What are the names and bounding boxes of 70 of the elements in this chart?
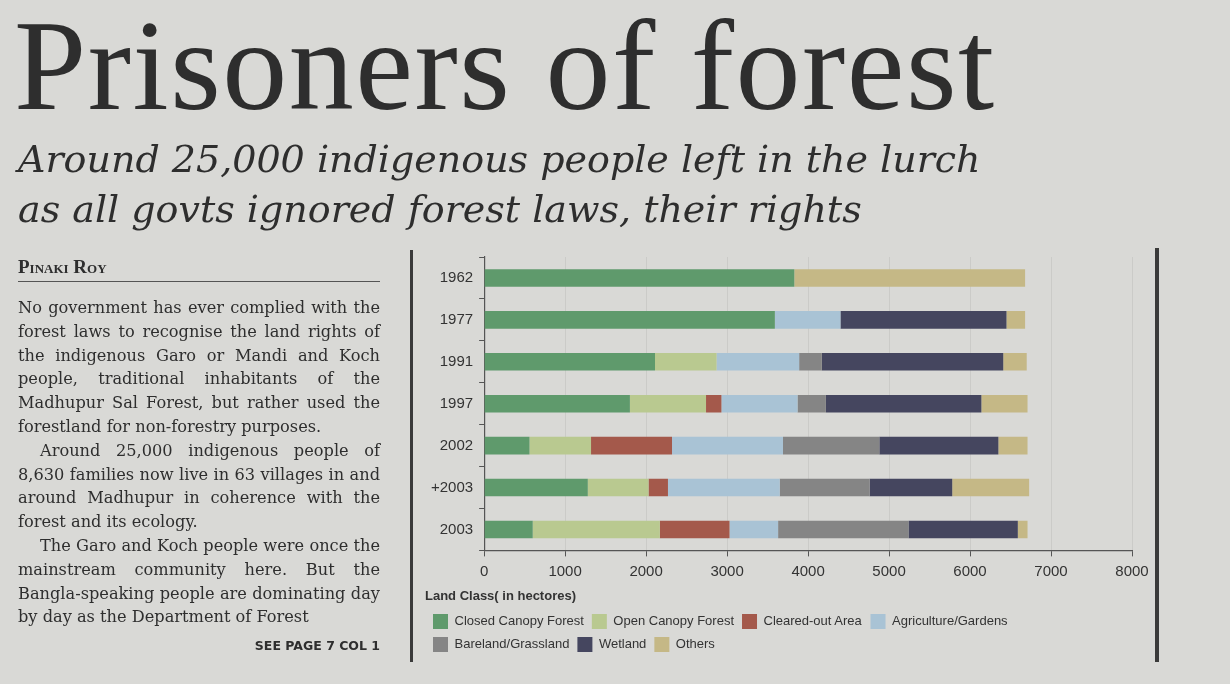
bar bbox=[879, 436, 999, 455]
bar bbox=[716, 352, 800, 371]
chart-title: Prisoners of forest bbox=[14, 0, 996, 137]
bar bbox=[484, 394, 630, 413]
y-tick-label: 2003 bbox=[439, 519, 474, 537]
y-tick-label: 1991 bbox=[439, 351, 474, 369]
y-tick-label: 2002 bbox=[439, 435, 474, 453]
bar bbox=[532, 520, 660, 539]
bar bbox=[648, 478, 668, 497]
y-tick-label: 1977 bbox=[439, 310, 474, 328]
bar bbox=[672, 436, 783, 455]
text: The Garo and Koch people were once the mainstream community here. But the Bangla-speaking people are dominating day by day as the Department of Forest bbox=[18, 534, 380, 629]
bar bbox=[629, 394, 707, 413]
bar bbox=[484, 520, 533, 539]
bar bbox=[908, 520, 1018, 539]
x-tick-label: 2000 bbox=[629, 561, 663, 579]
x-tick-label: 5000 bbox=[872, 561, 906, 579]
x-tick-label: 3000 bbox=[710, 561, 744, 579]
text: SEE PAGE 7 COL 1 bbox=[254, 638, 380, 653]
bar bbox=[484, 269, 795, 287]
bar bbox=[529, 436, 592, 455]
y-tick-label: +2003 bbox=[430, 477, 474, 495]
bar bbox=[952, 478, 1030, 497]
bar bbox=[721, 394, 798, 413]
text: Pinaki Roy bbox=[18, 256, 380, 282]
x-tick-label: 4000 bbox=[791, 561, 825, 579]
bar bbox=[869, 478, 953, 497]
bar bbox=[981, 394, 1028, 413]
bar bbox=[821, 352, 1004, 371]
bar bbox=[774, 311, 841, 329]
legend-label: Agriculture/Gardens bbox=[892, 613, 1009, 629]
bar bbox=[591, 436, 673, 455]
text: No government has ever complied with the forest laws to recognise the land rights of the indigenous Garo or Mandi and Koch people, traditional inhabitants of the Madhupur Sal Forest, but rather used the forestland for non-forestry purposes. bbox=[18, 297, 380, 438]
bar bbox=[484, 436, 530, 455]
legend-label: Cleared-out Area bbox=[763, 613, 863, 629]
x-tick-label: 0 bbox=[479, 561, 489, 579]
bar bbox=[484, 478, 588, 497]
y-tick-label: 1997 bbox=[439, 393, 474, 411]
bar bbox=[825, 394, 982, 413]
bar bbox=[729, 520, 779, 539]
bar bbox=[484, 311, 775, 329]
bar bbox=[706, 394, 722, 413]
bar bbox=[1006, 311, 1026, 329]
legend-label: Open Canopy Forest bbox=[613, 613, 735, 629]
legend-label: Others bbox=[675, 636, 716, 652]
x-tick-label: 6000 bbox=[953, 561, 987, 579]
bar bbox=[1017, 520, 1028, 539]
bar bbox=[794, 269, 1026, 287]
x-tick-label: 7000 bbox=[1034, 561, 1068, 579]
legend-label: Closed Canopy Forest bbox=[454, 613, 585, 629]
bar bbox=[998, 436, 1028, 455]
bar bbox=[782, 436, 880, 455]
text: Around 25,000 indigenous people of 8,630 families now live in 63 villages in and around Madhupur in coherence with the forest and its ecology. bbox=[18, 439, 380, 534]
legend-label: Wetland bbox=[598, 636, 647, 652]
bar bbox=[799, 352, 822, 371]
bar bbox=[484, 352, 656, 371]
bar bbox=[779, 478, 870, 497]
bar bbox=[797, 394, 826, 413]
x-tick-label: 1000 bbox=[548, 561, 582, 579]
bar bbox=[655, 352, 717, 371]
bar bbox=[667, 478, 780, 497]
bar bbox=[659, 520, 730, 539]
x-tick-label: 8000 bbox=[1115, 561, 1149, 579]
bar bbox=[778, 520, 909, 539]
legend-label: Bareland/Grassland bbox=[454, 636, 570, 652]
bar bbox=[1003, 352, 1027, 371]
bar bbox=[840, 311, 1007, 329]
legend-title: Land Class( in hectores) bbox=[425, 588, 576, 604]
y-tick-label: 1962 bbox=[439, 268, 474, 286]
bar bbox=[587, 478, 649, 497]
